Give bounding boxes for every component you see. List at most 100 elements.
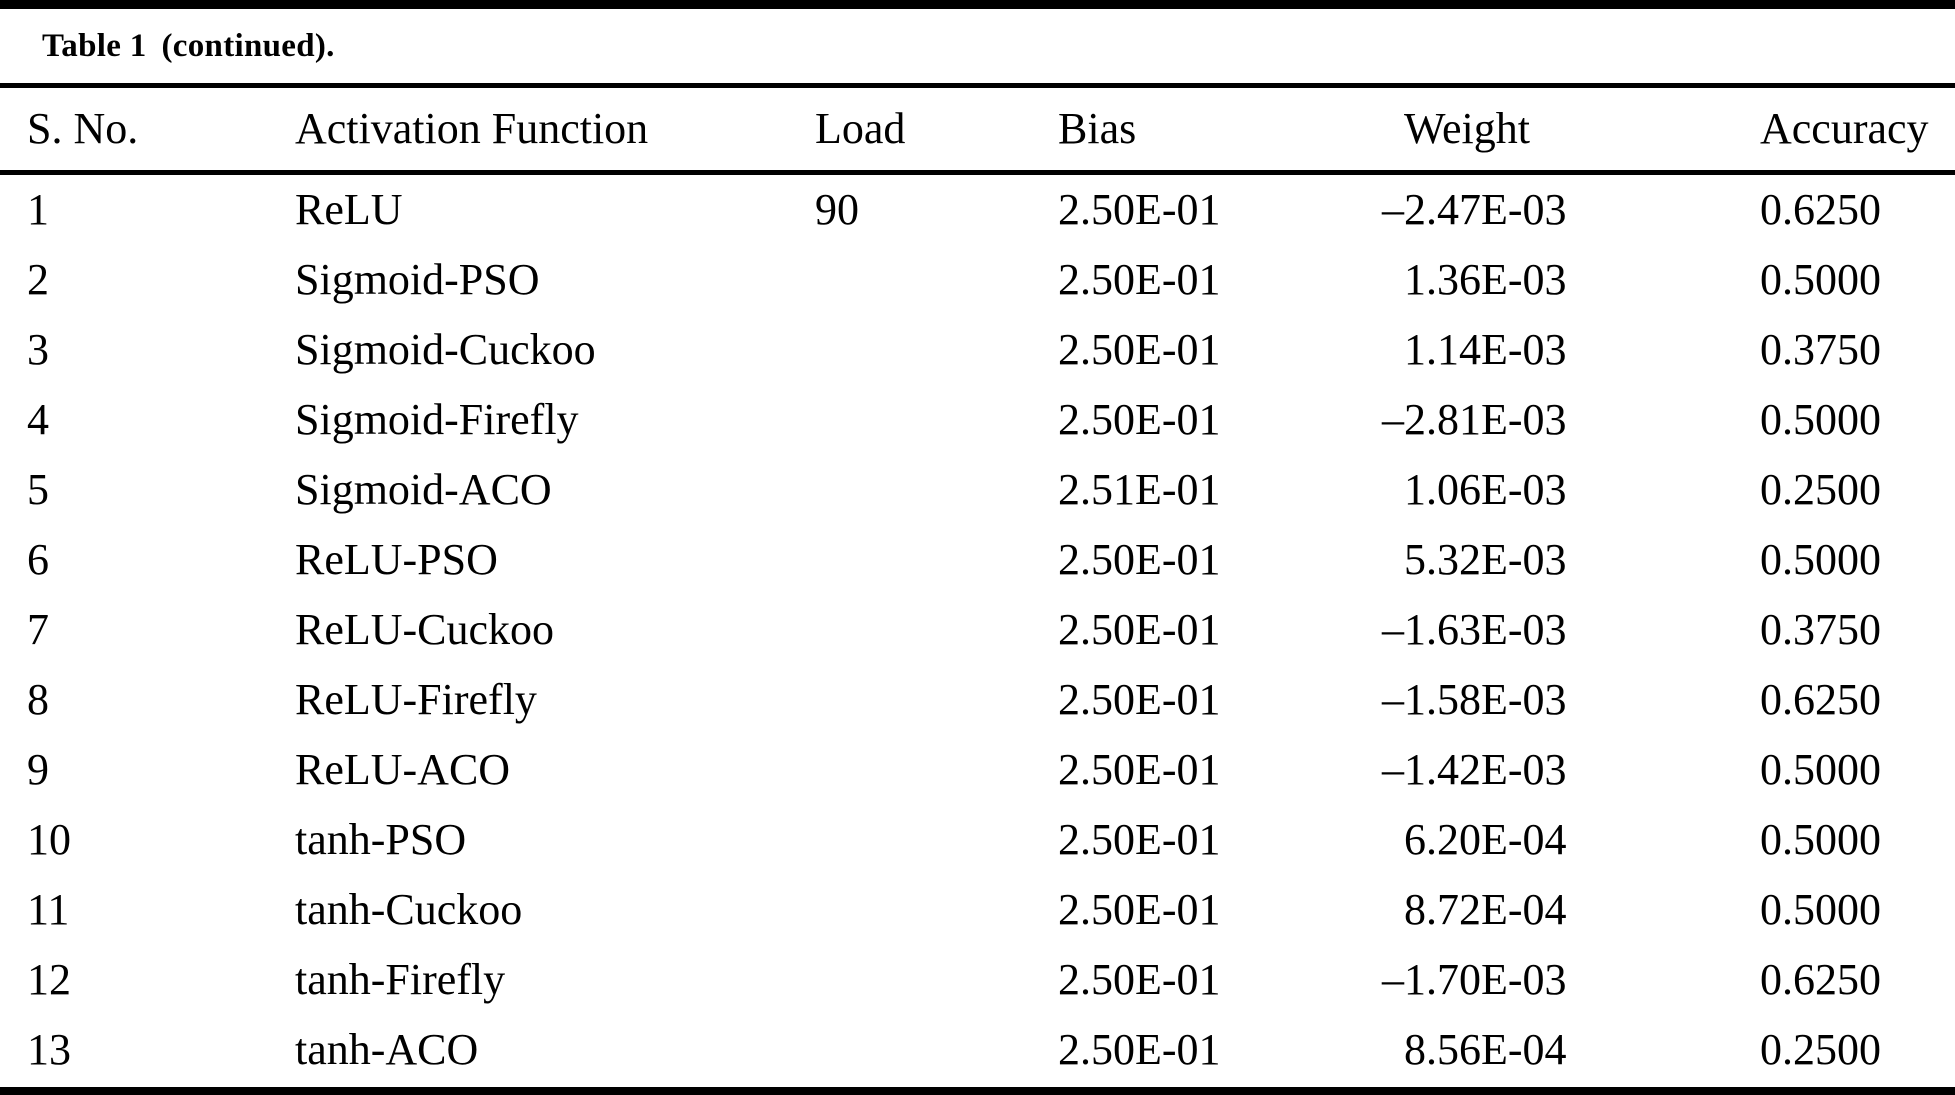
cell-sno: 12: [27, 955, 71, 1004]
cell-accuracy: 0.6250: [1760, 955, 1881, 1004]
cell-weight: 5.32E-03: [1404, 535, 1567, 584]
cell-bias: 2.50E-01: [1058, 255, 1221, 304]
cell-sno: 11: [27, 885, 70, 934]
cell-load: [815, 735, 1058, 805]
cell-activation-function: ReLU-ACO: [295, 745, 511, 794]
cell-weight: 6.20E-04: [1404, 815, 1567, 864]
cell-sno: 9: [27, 745, 49, 794]
cell-weight: –1.70E-03: [1382, 955, 1567, 1004]
cell-weight: 1.06E-03: [1404, 465, 1567, 514]
cell-accuracy: 0.6250: [1760, 675, 1881, 724]
column-header-sno: S. No.: [0, 83, 295, 175]
cell-load: 90: [815, 185, 859, 234]
cell-load: [815, 525, 1058, 595]
cell-bias: 2.50E-01: [1058, 325, 1221, 374]
cell-weight: –1.42E-03: [1382, 745, 1567, 794]
cell-accuracy: 0.2500: [1760, 465, 1881, 514]
column-header-accuracy: Accuracy: [1760, 83, 1955, 175]
column-header-activation-function: Activation Function: [295, 83, 815, 175]
cell-activation-function: tanh-Cuckoo: [295, 885, 523, 934]
table-caption-number: Table 1: [42, 27, 147, 64]
cell-sno: 3: [27, 325, 49, 374]
cell-accuracy: 0.5000: [1760, 395, 1881, 444]
table-row: 9 ReLU-ACO 2.50E-01 –1.42E-03 0.5000: [0, 735, 1955, 805]
cell-load: [815, 875, 1058, 945]
cell-activation-function: tanh-Firefly: [295, 955, 506, 1004]
cell-bias: 2.50E-01: [1058, 185, 1221, 234]
cell-activation-function: ReLU-Cuckoo: [295, 605, 555, 654]
cell-activation-function: Sigmoid-Cuckoo: [295, 325, 596, 374]
table-row: 5 Sigmoid-ACO 2.51E-01 1.06E-03 0.2500: [0, 455, 1955, 525]
cell-accuracy: 0.5000: [1760, 535, 1881, 584]
table-row: 7 ReLU-Cuckoo 2.50E-01 –1.63E-03 0.3750: [0, 595, 1955, 665]
cell-sno: 1: [27, 185, 49, 234]
cell-weight: –2.47E-03: [1382, 185, 1567, 234]
table-row: 10 tanh-PSO 2.50E-01 6.20E-04 0.5000: [0, 805, 1955, 875]
cell-accuracy: 0.3750: [1760, 605, 1881, 654]
header-row: S. No. Activation Function Load Bias Wei…: [0, 83, 1955, 175]
cell-sno: 13: [27, 1025, 71, 1074]
cell-bias: 2.50E-01: [1058, 535, 1221, 584]
cell-bias: 2.51E-01: [1058, 465, 1221, 514]
cell-sno: 7: [27, 605, 49, 654]
cell-bias: 2.50E-01: [1058, 885, 1221, 934]
column-header-load: Load: [815, 83, 1058, 175]
cell-load: [815, 1015, 1058, 1085]
cell-activation-function: Sigmoid-ACO: [295, 465, 552, 514]
cell-accuracy: 0.6250: [1760, 185, 1881, 234]
table-row: 11 tanh-Cuckoo 2.50E-01 8.72E-04 0.5000: [0, 875, 1955, 945]
table-row: 13 tanh-ACO 2.50E-01 8.56E-04 0.2500: [0, 1015, 1955, 1085]
cell-activation-function: tanh-ACO: [295, 1025, 479, 1074]
cell-sno: 4: [27, 395, 49, 444]
table-row: 3 Sigmoid-Cuckoo 2.50E-01 1.14E-03 0.375…: [0, 315, 1955, 385]
cell-activation-function: Sigmoid-Firefly: [295, 395, 579, 444]
cell-load: [815, 665, 1058, 735]
table-row: 8 ReLU-Firefly 2.50E-01 –1.58E-03 0.6250: [0, 665, 1955, 735]
cell-accuracy: 0.5000: [1760, 745, 1881, 794]
table-row: 2 Sigmoid-PSO 2.50E-01 1.36E-03 0.5000: [0, 245, 1955, 315]
cell-weight: 8.56E-04: [1404, 1025, 1567, 1074]
cell-accuracy: 0.5000: [1760, 255, 1881, 304]
cell-accuracy: 0.2500: [1760, 1025, 1881, 1074]
cell-sno: 10: [27, 815, 71, 864]
cell-weight: 8.72E-04: [1404, 885, 1567, 934]
cell-bias: 2.50E-01: [1058, 605, 1221, 654]
cell-sno: 6: [27, 535, 49, 584]
column-header-weight: Weight: [1404, 83, 1760, 175]
table-row: 12 tanh-Firefly 2.50E-01 –1.70E-03 0.625…: [0, 945, 1955, 1015]
results-table: S. No. Activation Function Load Bias Wei…: [0, 83, 1955, 1085]
cell-accuracy: 0.5000: [1760, 815, 1881, 864]
cell-bias: 2.50E-01: [1058, 1025, 1221, 1074]
cell-weight: –1.63E-03: [1382, 605, 1567, 654]
cell-bias: 2.50E-01: [1058, 955, 1221, 1004]
cell-bias: 2.50E-01: [1058, 395, 1221, 444]
cell-activation-function: tanh-PSO: [295, 815, 467, 864]
cell-load: [815, 595, 1058, 665]
cell-bias: 2.50E-01: [1058, 745, 1221, 794]
cell-accuracy: 0.5000: [1760, 885, 1881, 934]
cell-weight: 1.14E-03: [1404, 325, 1567, 374]
cell-weight: –1.58E-03: [1382, 675, 1567, 724]
cell-sno: 5: [27, 465, 49, 514]
column-header-bias: Bias: [1058, 83, 1404, 175]
cell-bias: 2.50E-01: [1058, 675, 1221, 724]
cell-sno: 8: [27, 675, 49, 724]
cell-load: [815, 245, 1058, 315]
cell-sno: 2: [27, 255, 49, 304]
table-caption: Table 1 (continued).: [0, 9, 1955, 83]
cell-load: [815, 385, 1058, 455]
cell-weight: 1.36E-03: [1404, 255, 1567, 304]
cell-activation-function: ReLU-Firefly: [295, 675, 537, 724]
table-body: 1 ReLU 90 2.50E-01 –2.47E-03 0.6250 2 Si…: [0, 173, 1955, 1086]
table-row: 1 ReLU 90 2.50E-01 –2.47E-03 0.6250: [0, 173, 1955, 246]
table-caption-continued: (continued).: [161, 27, 335, 64]
table-row: 4 Sigmoid-Firefly 2.50E-01 –2.81E-03 0.5…: [0, 385, 1955, 455]
cell-load: [815, 945, 1058, 1015]
cell-load: [815, 315, 1058, 385]
cell-load: [815, 455, 1058, 525]
cell-weight: –2.81E-03: [1382, 395, 1567, 444]
cell-bias: 2.50E-01: [1058, 815, 1221, 864]
cell-activation-function: ReLU: [295, 185, 403, 234]
cell-activation-function: Sigmoid-PSO: [295, 255, 540, 304]
